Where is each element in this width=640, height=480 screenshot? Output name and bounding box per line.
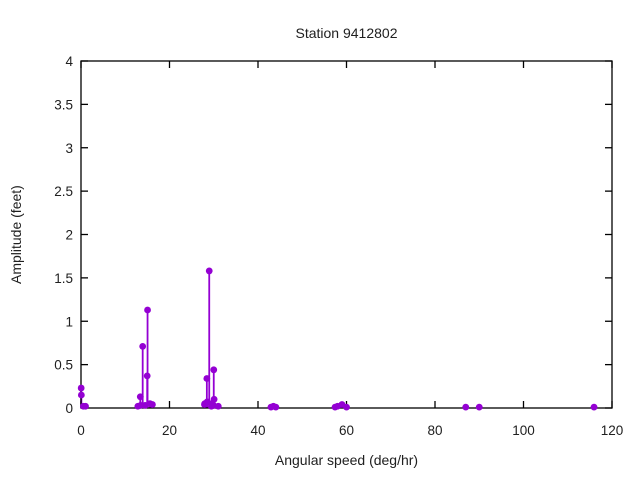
data-point-marker bbox=[143, 372, 151, 380]
data-point-marker bbox=[272, 403, 280, 411]
data-point-marker bbox=[144, 306, 151, 314]
data-point-marker bbox=[77, 384, 85, 392]
x-tick-label: 40 bbox=[250, 423, 265, 438]
y-tick-label: 1 bbox=[65, 314, 73, 329]
x-tick-label: 20 bbox=[162, 423, 177, 438]
y-tick-label: 3 bbox=[65, 141, 73, 156]
data-point-marker bbox=[136, 393, 144, 401]
x-tick-label: 120 bbox=[601, 423, 624, 438]
data-point-marker bbox=[590, 403, 598, 411]
data-point-marker bbox=[210, 395, 218, 403]
chart-title: Station 9412802 bbox=[295, 25, 398, 41]
data-point-marker bbox=[82, 402, 89, 410]
data-point-marker bbox=[214, 402, 222, 410]
x-axis-label: Angular speed (deg/hr) bbox=[274, 452, 419, 468]
x-tick-label: 60 bbox=[339, 423, 354, 438]
data-point-marker bbox=[205, 267, 213, 275]
y-tick-label: 0.5 bbox=[54, 358, 73, 373]
x-tick-label: 100 bbox=[512, 423, 535, 438]
data-point-marker bbox=[210, 366, 218, 374]
y-tick-label: 2.5 bbox=[54, 184, 73, 199]
x-tick-label: 80 bbox=[427, 423, 442, 438]
data-point-marker bbox=[139, 343, 147, 350]
x-tick-label: 0 bbox=[77, 423, 85, 438]
data-point-marker bbox=[77, 391, 85, 399]
data-point-marker bbox=[462, 403, 470, 411]
plot-border bbox=[80, 60, 613, 409]
data-point-marker bbox=[203, 375, 211, 382]
data-point-marker bbox=[149, 401, 156, 408]
y-tick-label: 3.5 bbox=[54, 97, 73, 112]
data-point-marker bbox=[343, 403, 350, 411]
y-tick-label: 4 bbox=[65, 54, 73, 69]
y-tick-label: 1.5 bbox=[54, 271, 73, 286]
y-tick-label: 2 bbox=[65, 228, 73, 243]
data-point-marker bbox=[475, 403, 483, 411]
y-tick-label: 0 bbox=[65, 401, 73, 416]
